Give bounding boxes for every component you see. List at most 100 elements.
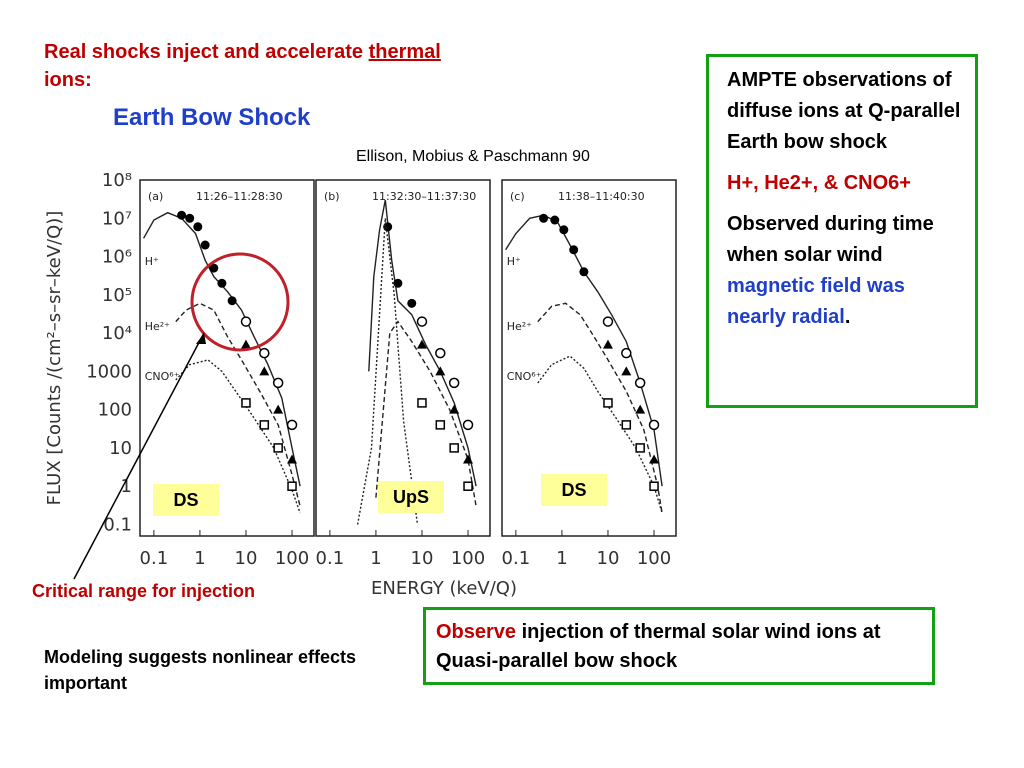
- species-label: CNO⁶⁺: [507, 370, 542, 383]
- arrow-head: [196, 333, 206, 344]
- data-point: [393, 278, 403, 288]
- info-conditions-pre: Observed during time when solar wind: [727, 213, 934, 266]
- data-point: [240, 316, 252, 327]
- x-tick-label: 1: [370, 548, 381, 569]
- data-point: [550, 215, 560, 225]
- data-point: [241, 398, 251, 408]
- data-point: [177, 210, 187, 220]
- data-point: [635, 404, 646, 414]
- y-axis-label: FLUX [Counts /(cm²–s–sr–keV/Q)]: [44, 211, 65, 506]
- citation: Ellison, Mobius & Paschmann 90: [356, 148, 590, 165]
- data-point: [449, 443, 459, 453]
- data-point: [416, 316, 428, 327]
- series-line: [537, 355, 663, 514]
- y-tick-label: 10⁸: [102, 170, 132, 191]
- data-point: [603, 398, 613, 408]
- title-main: Real shocks inject and accelerate: [44, 41, 369, 63]
- title-tail: ions:: [44, 69, 92, 91]
- y-tick-label: 10: [109, 438, 132, 459]
- series-line: [375, 320, 477, 507]
- species-label: He²⁺: [145, 320, 170, 333]
- series-line: [175, 302, 301, 507]
- data-point: [259, 347, 270, 359]
- critical-range-label: Critical range for injection: [32, 581, 256, 601]
- conclusion-text: injection of thermal solar wind ions at …: [436, 621, 881, 672]
- conclusion-box: Observe injection of thermal solar wind …: [423, 607, 935, 685]
- data-point: [463, 454, 474, 464]
- data-point: [416, 339, 427, 349]
- y-tick-label: 1000: [86, 361, 132, 382]
- slide-subtitle: Earth Bow Shock: [113, 104, 311, 131]
- panel-letter: (b): [324, 190, 340, 203]
- x-tick-label: 0.1: [502, 548, 531, 569]
- region-label-bg: [541, 474, 607, 506]
- data-point: [569, 245, 579, 255]
- data-point: [634, 377, 646, 389]
- data-point: [273, 404, 284, 414]
- y-tick-label: 10⁶: [102, 247, 132, 268]
- panel-frame: [501, 179, 677, 537]
- data-point: [286, 419, 298, 431]
- x-axis-label: ENERGY (keV/Q): [371, 578, 517, 599]
- x-tick-label: 10: [411, 548, 434, 569]
- data-point: [193, 222, 203, 232]
- x-tick-label: 10: [235, 548, 258, 569]
- region-label: DS: [173, 490, 198, 510]
- info-conditions-highlight: magnetic field was nearly radial: [727, 275, 905, 328]
- data-point: [227, 296, 237, 306]
- data-point: [185, 213, 195, 223]
- data-point: [635, 443, 645, 453]
- data-point: [435, 347, 446, 359]
- species-label: H⁺: [507, 255, 521, 268]
- y-tick-label: 1: [121, 476, 132, 497]
- data-point: [649, 481, 659, 491]
- panel-time: 11:38–11:40:30: [558, 190, 645, 203]
- x-tick-label: 100: [637, 548, 671, 569]
- data-point: [579, 267, 589, 277]
- data-point: [621, 366, 632, 376]
- x-tick-label: 1: [556, 548, 567, 569]
- data-point: [648, 419, 660, 431]
- info-species: H+, He2+, & CNO6+: [727, 172, 911, 194]
- panel-frame: [139, 179, 315, 537]
- data-point: [287, 454, 298, 464]
- data-point: [621, 420, 632, 430]
- species-label: CNO⁶⁺: [145, 370, 180, 383]
- series-line: [175, 359, 301, 514]
- data-point: [462, 419, 474, 431]
- x-tick-label: 0.1: [316, 548, 345, 569]
- data-point: [200, 240, 210, 250]
- info-observations: AMPTE observations of diffuse ions at Q-…: [727, 69, 961, 153]
- pointer-arrow: [73, 332, 205, 580]
- injection-highlight-circle: [190, 252, 290, 352]
- data-point: [259, 420, 270, 430]
- series-line: [356, 218, 419, 525]
- title-underlined: thermal: [368, 41, 441, 63]
- data-point: [240, 339, 251, 349]
- conclusion-highlight: Observe: [436, 621, 517, 643]
- data-point: [435, 366, 446, 376]
- panel-letter: (a): [148, 190, 163, 203]
- data-point: [417, 398, 427, 408]
- data-point: [449, 404, 460, 414]
- y-tick-label: 100: [98, 400, 132, 421]
- data-point: [435, 420, 446, 430]
- x-tick-label: 100: [275, 548, 309, 569]
- info-conditions: Observed during time when solar wind mag…: [727, 209, 965, 333]
- data-point: [259, 366, 270, 376]
- panel-time: 11:26–11:28:30: [196, 190, 283, 203]
- data-point: [209, 263, 219, 273]
- info-conditions-post: .: [844, 306, 851, 328]
- data-point: [539, 213, 549, 223]
- data-point: [272, 377, 284, 389]
- region-label-bg: [378, 481, 444, 513]
- modeling-note: Modeling suggests nonlinear effects impo…: [44, 647, 357, 693]
- x-tick-label: 1: [194, 548, 205, 569]
- data-point: [448, 377, 460, 389]
- data-point: [407, 298, 417, 308]
- data-point: [273, 443, 283, 453]
- data-point: [649, 454, 660, 464]
- info-box: AMPTE observations of diffuse ions at Q-…: [706, 54, 978, 408]
- y-tick-label: 0.1: [103, 514, 132, 535]
- y-tick-label: 10⁵: [102, 285, 132, 306]
